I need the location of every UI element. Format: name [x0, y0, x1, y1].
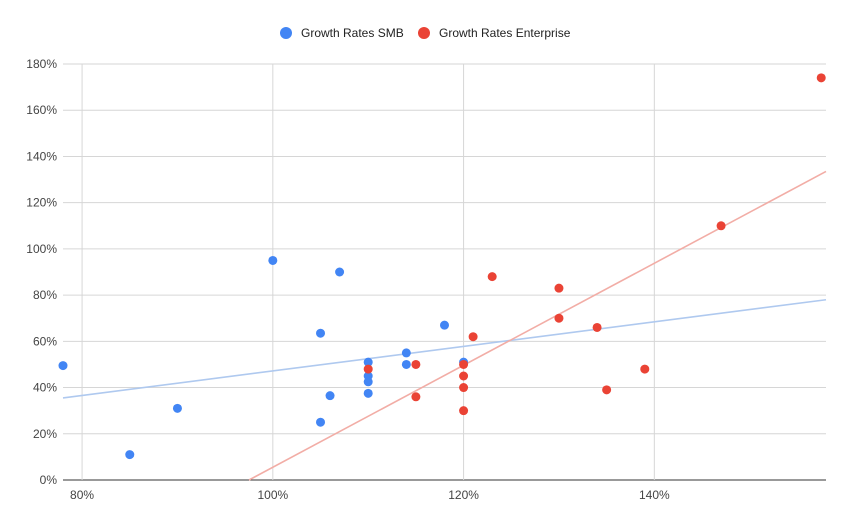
point-series-0-11 — [363, 388, 373, 398]
x-tick-label-2: 120% — [448, 488, 479, 502]
point-series-0-4 — [316, 328, 326, 338]
legend: Growth Rates SMB Growth Rates Enterprise — [280, 26, 571, 40]
y-tick-label-4: 80% — [33, 288, 57, 302]
point-series-1-2 — [411, 392, 421, 402]
x-tick-label-3: 140% — [639, 488, 670, 502]
y-tick-label-1: 20% — [33, 427, 57, 441]
point-series-0-13 — [401, 359, 411, 369]
point-series-0-7 — [335, 267, 345, 277]
legend-label-series-0: Growth Rates SMB — [301, 26, 404, 40]
legend-marker-series-1 — [418, 27, 430, 39]
point-series-0-6 — [325, 391, 335, 401]
data-points — [58, 73, 826, 460]
point-series-0-1 — [125, 450, 135, 460]
point-series-1-12 — [602, 385, 612, 395]
point-series-0-3 — [268, 255, 278, 265]
point-series-1-0 — [363, 364, 373, 374]
point-series-1-10 — [554, 313, 564, 323]
legend-marker-series-0 — [280, 27, 292, 39]
point-series-1-6 — [459, 406, 469, 416]
point-series-1-11 — [592, 322, 602, 332]
trendline-series-0 — [62, 298, 827, 399]
y-tick-label-8: 160% — [26, 103, 57, 117]
y-tick-label-2: 40% — [33, 381, 57, 395]
point-series-0-0 — [58, 361, 68, 371]
point-series-1-9 — [554, 283, 564, 293]
point-series-0-10 — [363, 377, 373, 387]
x-tick-label-0: 80% — [70, 488, 94, 502]
y-tick-label-5: 100% — [26, 242, 57, 256]
x-tick-label-1: 100% — [257, 488, 288, 502]
point-series-1-3 — [459, 359, 469, 369]
point-series-0-8 — [363, 357, 373, 367]
point-series-1-8 — [487, 272, 497, 282]
trendline-series-1 — [248, 170, 827, 481]
point-series-1-5 — [459, 383, 469, 393]
legend-label-series-1: Growth Rates Enterprise — [439, 26, 571, 40]
trendlines — [62, 170, 827, 481]
x-axis-ticks: 80% 100% 120% 140% — [70, 488, 670, 502]
point-series-0-5 — [316, 417, 326, 427]
y-tick-label-7: 140% — [26, 149, 57, 163]
y-axis-ticks: 0% 20% 40% 60% 80% 100% 120% 140% 160% 180% — [26, 57, 57, 487]
y-tick-label-6: 120% — [26, 196, 57, 210]
point-series-1-1 — [411, 359, 421, 369]
y-tick-label-3: 60% — [33, 334, 57, 348]
point-series-0-2 — [172, 403, 182, 413]
point-series-1-7 — [468, 332, 478, 342]
point-series-1-15 — [816, 73, 826, 83]
point-series-0-14 — [440, 320, 449, 330]
point-series-1-4 — [459, 371, 469, 381]
point-series-1-14 — [716, 221, 726, 231]
point-series-0-12 — [401, 348, 411, 358]
grid — [63, 63, 826, 481]
y-tick-label-9: 180% — [26, 57, 57, 71]
y-tick-label-0: 0% — [40, 473, 58, 487]
point-series-1-13 — [640, 364, 650, 374]
